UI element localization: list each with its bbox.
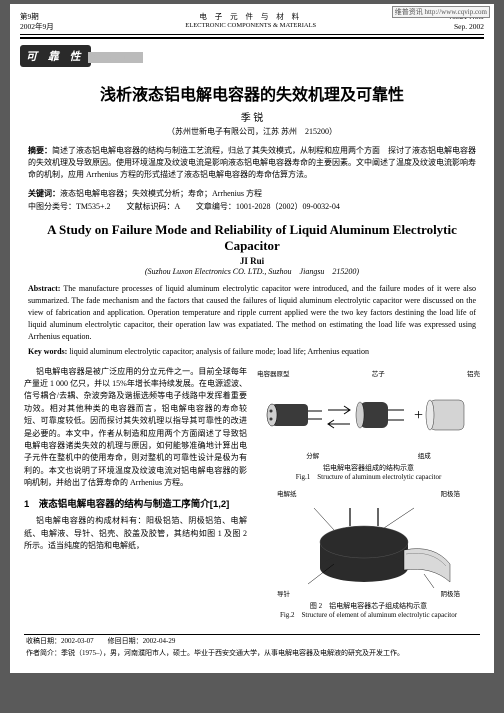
journal-en: ELECTRONIC COMPONENTS & MATERIALS xyxy=(185,22,316,30)
kw-cn-text: 液态铝电解电容器；失效模式分析；寿命；Arrhenius 方程 xyxy=(60,189,262,198)
footer-bio: 作者简介：季锐（1975–），男，河南濮阳市人，硕士。毕业于西安交通大学，从事电… xyxy=(26,649,478,659)
date-cn: 2002年9月 xyxy=(20,22,54,32)
date-en: Sep. 2002 xyxy=(448,22,484,32)
abstract-en-label: Abstract: xyxy=(28,284,60,293)
column-left: 铝电解电容器是被广泛应用的分立元件之一。目前全球每年产量近 1 000 亿只，并… xyxy=(24,366,247,625)
fig1-cap-en: Fig.1 Structure of aluminum electrolytic… xyxy=(257,473,480,482)
svg-text:+: + xyxy=(414,407,423,424)
keywords-cn: 关键词：液态铝电解电容器；失效模式分析；寿命；Arrhenius 方程 xyxy=(28,188,476,199)
body-columns: 铝电解电容器是被广泛应用的分立元件之一。目前全球每年产量近 1 000 亿只，并… xyxy=(24,366,480,625)
figure-2-svg xyxy=(274,500,464,590)
fig2-lbl-a: 电解纸 xyxy=(277,490,297,500)
affil-cn: （苏州世新电子有限公司，江苏 苏州 215200） xyxy=(20,126,484,137)
classification: 中图分类号：TM535+.2 文献标识码：A 文章编号：1001-2028（20… xyxy=(28,201,476,212)
fig2-lbl-d: 阴极箔 xyxy=(441,590,461,600)
fig2-cap-cn: 图 2 铝电解电容器芯子组成结构示意 xyxy=(257,602,480,611)
affil-en: (Suzhou Luxon Electronics CO. LTD., Suzh… xyxy=(20,266,484,277)
fig1-lbl-d: 分解 xyxy=(306,452,319,462)
footer-recv: 收稿日期：2002-03-07 修回日期：2002-04-29 xyxy=(26,637,478,647)
fig1-lbl-c: 铝壳 xyxy=(467,370,480,380)
section-badge: 可 靠 性 xyxy=(20,45,91,67)
badge-shadow: RELIABILITY xyxy=(88,52,144,63)
section-1-title: 1 液态铝电解电容器的结构与制造工序简介[1,2] xyxy=(24,498,247,513)
fig1-lbl-b: 芯子 xyxy=(372,370,385,380)
author-cn: 季 锐 xyxy=(20,109,484,124)
footer-rule xyxy=(24,634,480,635)
keywords-en: Key words: liquid aluminum electrolytic … xyxy=(28,347,476,356)
fig2-lbl-b: 阳极箔 xyxy=(441,490,461,500)
fig2-lbl-c: 导针 xyxy=(277,590,290,600)
figure-2: 电解纸 阳极箔 xyxy=(257,490,480,620)
fig1-cap-cn: 铝电解电容器组成的结构示意 xyxy=(257,464,480,473)
para-1: 铝电解电容器是被广泛应用的分立元件之一。目前全球每年产量近 1 000 亿只，并… xyxy=(24,366,247,490)
abstract-en: Abstract: The manufacture processes of l… xyxy=(28,283,476,343)
journal-cn: 电 子 元 件 与 材 料 xyxy=(185,12,316,22)
para-2: 铝电解电容器的构成材料有：阳极铝箔、阴极铝箔、电解纸、电解液、导针、铝壳、胶盖及… xyxy=(24,515,247,552)
abstract-cn-label: 摘要： xyxy=(28,146,52,155)
kw-cn-label: 关键词： xyxy=(28,189,60,198)
title-en: A Study on Failure Mode and Reliability … xyxy=(30,222,474,254)
kw-en-text: liquid aluminum electrolytic capacitor; … xyxy=(67,347,369,356)
column-right: 电容器原型 芯子 铝壳 xyxy=(257,366,480,625)
fig1-lbl-a: 电容器原型 xyxy=(257,370,290,380)
abstract-cn-text: 简述了液态铝电解电容器的结构与制造工艺流程，归总了其失效模式，从制程和应用两个方… xyxy=(28,146,476,180)
author-en: JI Rui xyxy=(20,256,484,266)
watermark: 维普资讯 http://www.cqvip.com xyxy=(392,6,490,18)
kw-en-label: Key words: xyxy=(28,347,67,356)
page: 维普资讯 http://www.cqvip.com 第9期 2002年9月 电 … xyxy=(10,4,494,673)
figure-1: 电容器原型 芯子 铝壳 xyxy=(257,370,480,482)
fig2-cap-en: Fig.2 Structure of element of aluminum e… xyxy=(257,611,480,620)
abstract-cn: 摘要：简述了液态铝电解电容器的结构与制造工艺流程，归总了其失效模式，从制程和应用… xyxy=(28,145,476,182)
issue-cn: 第9期 xyxy=(20,12,54,22)
figure-1-svg: + xyxy=(264,380,474,452)
section-badge-wrap: 可 靠 性RELIABILITY xyxy=(20,39,484,67)
title-cn: 浅析液态铝电解电容器的失效机理及可靠性 xyxy=(20,81,484,105)
abstract-en-text: The manufacture processes of liquid alum… xyxy=(28,284,476,341)
fig1-lbl-e: 组成 xyxy=(418,452,431,462)
